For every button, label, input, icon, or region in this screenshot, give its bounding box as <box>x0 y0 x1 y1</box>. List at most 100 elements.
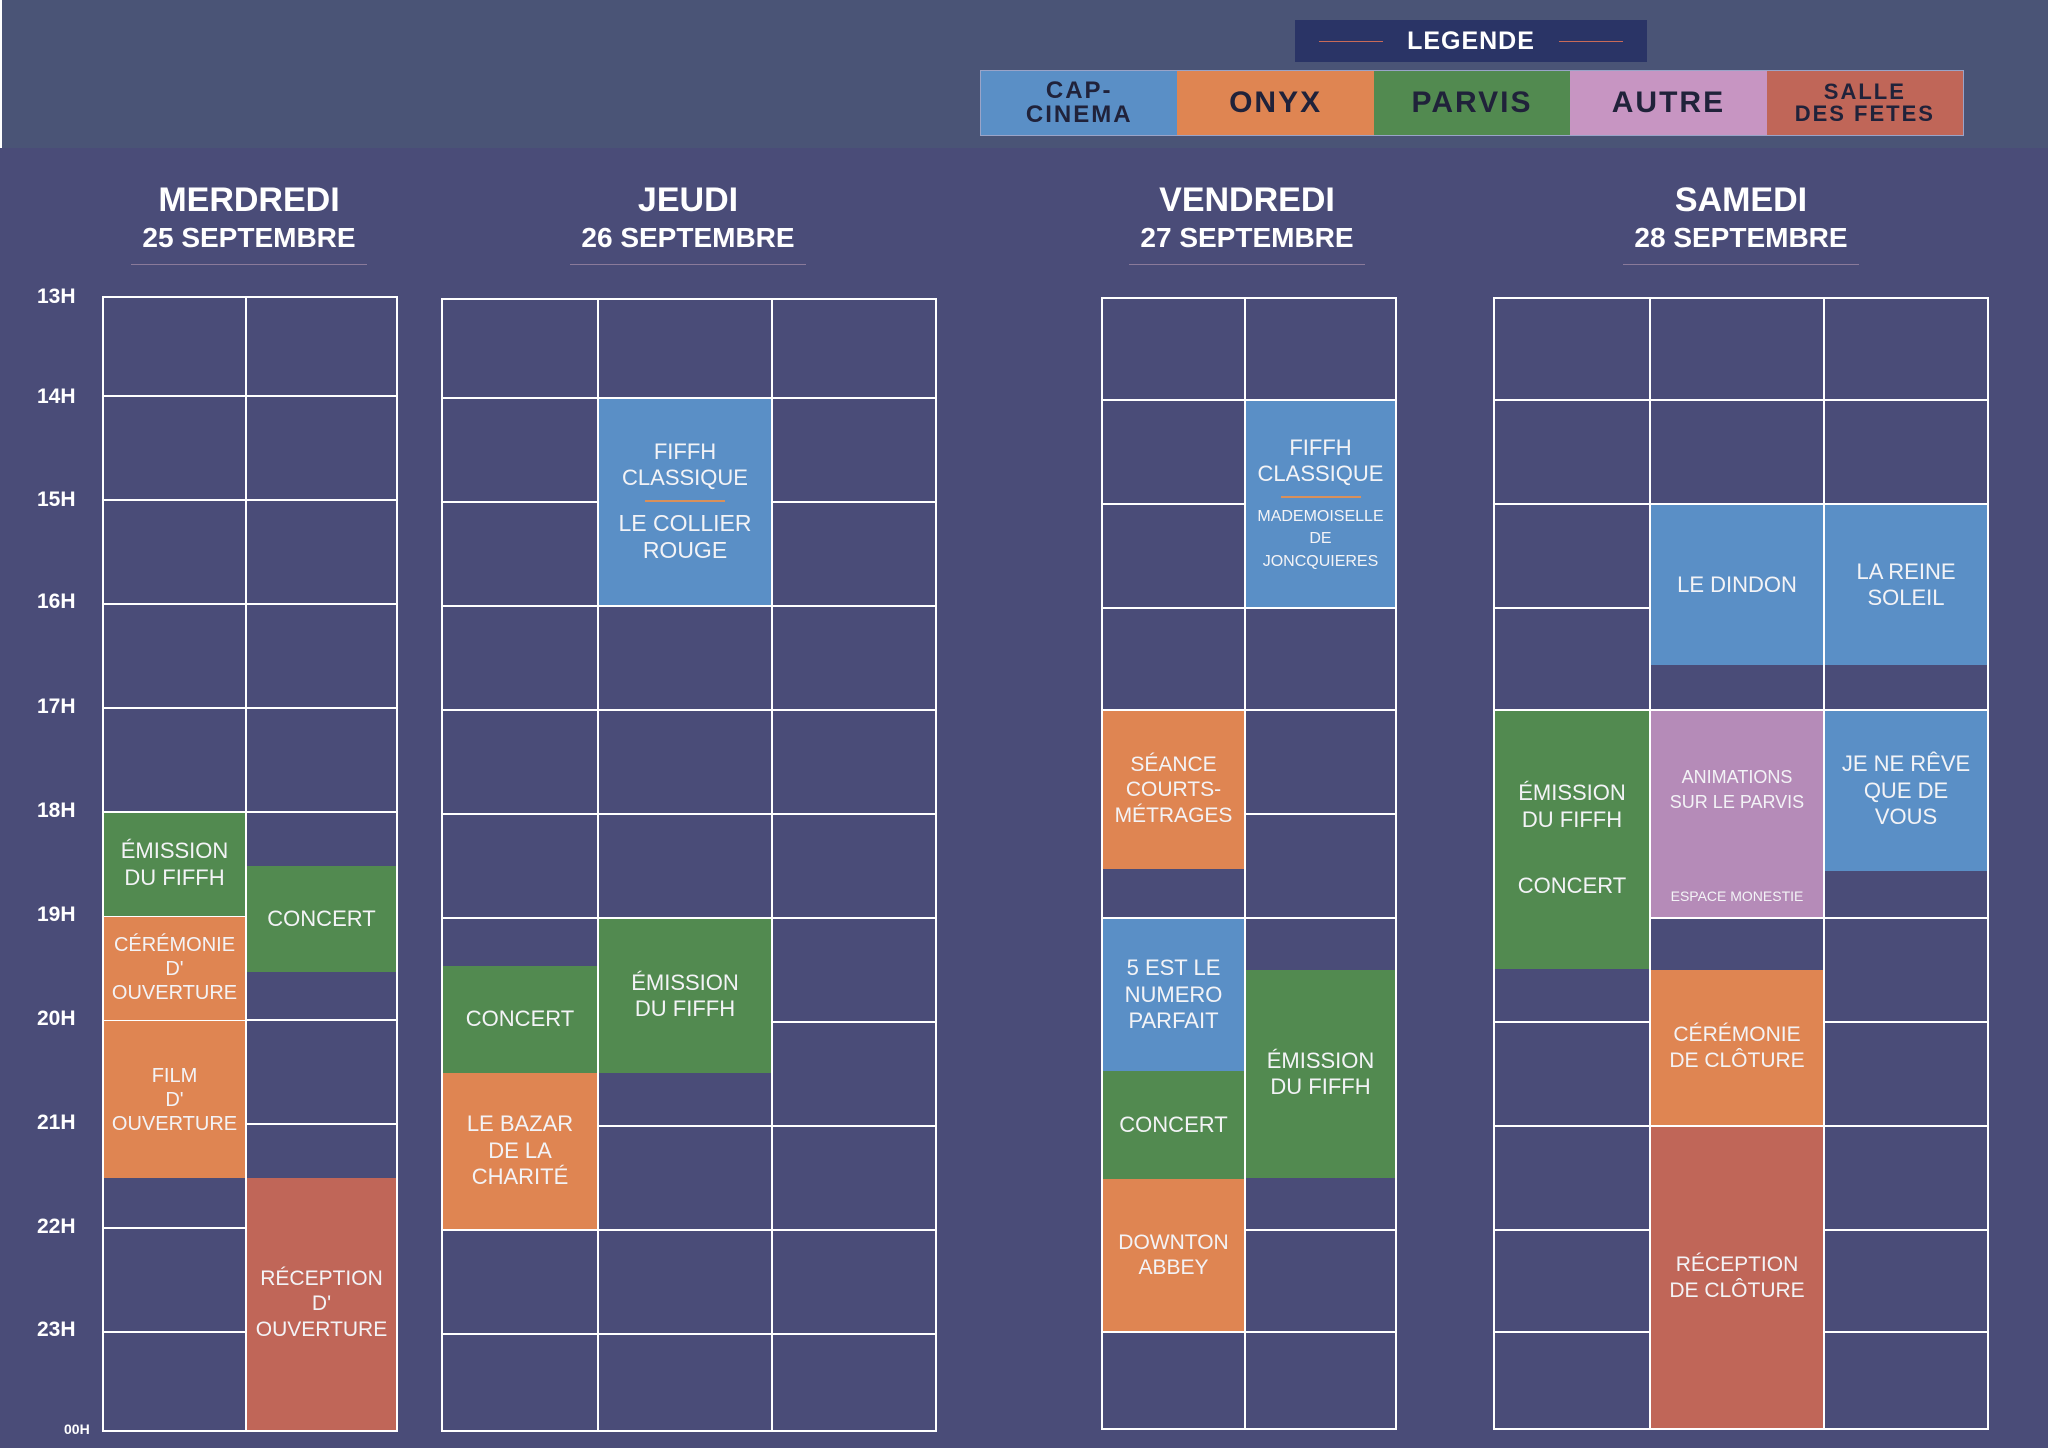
grid-row-line <box>1493 1125 1989 1127</box>
grid-row-line <box>441 1333 937 1335</box>
event-concert: CONCERT <box>1103 1071 1244 1179</box>
event-seance-courts-metrages: SÉANCE COURTS- MÉTRAGES <box>1103 711 1244 869</box>
legend-title-line-left <box>1319 40 1384 42</box>
grid-row-line <box>441 397 937 399</box>
grid-row-line <box>1493 917 1989 919</box>
event-location: ESPACE MONESTIE <box>1670 888 1804 905</box>
event-film: MADEMOISELLE DE JONCQUIERES <box>1257 507 1384 570</box>
grid-row-line <box>1493 503 1989 505</box>
event-title: FIFFH CLASSIQUE <box>622 439 748 491</box>
event-emission-fiffh: ÉMISSION DU FIFFH <box>599 919 771 1073</box>
grid-row-line <box>102 603 398 605</box>
event-downton-abbey: DOWNTON ABBEY <box>1103 1179 1244 1331</box>
grid-row-line <box>102 499 398 501</box>
grid-row-line <box>1101 607 1397 609</box>
grid-row-line <box>441 813 937 815</box>
schedule-grid-samedi <box>1493 297 1989 1430</box>
event-ceremonie-ouverture: CÉRÉMONIE D' OUVERTURE <box>104 917 245 1020</box>
day-date: 25 SEPTEMBRE <box>142 221 356 253</box>
hour-label: 15H <box>37 488 76 511</box>
day-name: SAMEDI <box>1674 181 1808 219</box>
event-reception-ouverture: RÉCEPTION D' OUVERTURE <box>247 1178 396 1430</box>
event-title: ÉMISSION DU FIFFH <box>1518 780 1626 832</box>
legend-title: LEGENDE <box>1295 20 1647 62</box>
hour-label: 16H <box>37 590 76 613</box>
event-title: ANIMATIONS SUR LE PARVIS <box>1669 767 1805 813</box>
legend-cap-cinema: CAP- CINEMA <box>981 71 1178 135</box>
hour-label: 21H <box>37 1111 76 1134</box>
grid-col-line <box>1649 297 1651 1430</box>
grid-col-line <box>1823 297 1825 1430</box>
grid-row-line <box>102 1123 398 1125</box>
hour-label: 13H <box>37 285 76 308</box>
event-separator <box>1280 495 1361 498</box>
event-emission-fiffh: ÉMISSION DU FIFFH <box>1246 970 1395 1178</box>
hour-label: 17H <box>37 695 76 718</box>
day-title-samedi: SAMEDI 28 SEPTEMBRE <box>1620 180 1862 266</box>
event-film: LE COLLIER ROUGE <box>618 509 752 564</box>
day-name: JEUDI <box>637 181 739 219</box>
event-5-est-le-numero-parfait: 5 EST LE NUMERO PARFAIT <box>1103 919 1244 1071</box>
grid-row-line <box>441 917 937 919</box>
grid-row-line <box>441 1125 937 1127</box>
day-name: VENDREDI <box>1159 181 1335 219</box>
grid-col-line <box>1244 297 1246 1430</box>
grid-row-line <box>1101 1229 1397 1231</box>
grid-row-line <box>1101 813 1397 815</box>
grid-row-line <box>1493 709 1989 711</box>
event-fiffh-classique: FIFFH CLASSIQUE LE COLLIER ROUGE <box>599 399 771 605</box>
day-name: MERDREDI <box>158 181 340 219</box>
legend-autre: AUTRE <box>1570 71 1767 135</box>
event-concert: CONCERT <box>247 866 396 972</box>
grid-col-line <box>771 298 773 1432</box>
event-subtitle: CONCERT <box>1517 873 1627 899</box>
event-concert: CONCERT <box>443 966 597 1073</box>
event-fiffh-classique: FIFFH CLASSIQUE MADEMOISELLE DE JONCQUIE… <box>1246 401 1395 607</box>
grid-row-line <box>441 605 937 607</box>
schedule-grid-jeudi <box>441 298 937 1432</box>
grid-row-line <box>102 1019 398 1021</box>
day-underline <box>131 264 367 266</box>
grid-row-line <box>1101 1331 1397 1333</box>
grid-row-line <box>441 709 937 711</box>
day-date: 27 SEPTEMBRE <box>1140 221 1354 253</box>
event-la-reine-soleil: LA REINE SOLEIL <box>1825 505 1987 665</box>
grid-row-line <box>102 707 398 709</box>
legend-salle-des-fetes: SALLE DES FETES <box>1766 71 1964 135</box>
day-underline <box>1129 264 1365 266</box>
grid-col-line <box>597 298 599 1432</box>
grid-col-line <box>245 296 247 1432</box>
event-separator <box>645 499 725 502</box>
day-date: 26 SEPTEMBRE <box>581 221 795 253</box>
legend-title-text: LEGENDE <box>1407 26 1535 55</box>
hour-label: 20H <box>37 1007 76 1030</box>
event-le-bazar-de-la-charite: LE BAZAR DE LA CHARITÉ <box>443 1073 597 1229</box>
schedule-grid-mercredi <box>102 296 398 1432</box>
day-date: 28 SEPTEMBRE <box>1634 221 1848 253</box>
day-underline <box>570 264 806 266</box>
schedule-grid-vendredi <box>1101 297 1397 1430</box>
legend-onyx: ONYX <box>1177 71 1374 135</box>
grid-row-line <box>102 811 398 813</box>
event-je-ne-reve-que-de-vous: JE NE RÊVE QUE DE VOUS <box>1825 711 1987 871</box>
day-underline <box>1623 264 1859 266</box>
hour-label: 18H <box>37 799 76 822</box>
grid-row-line <box>102 395 398 397</box>
event-le-dindon: LE DINDON <box>1651 505 1823 665</box>
event-emission-concert: ÉMISSION DU FIFFH CONCERT <box>1495 711 1649 969</box>
event-animations-parvis: ANIMATIONS SUR LE PARVIS ESPACE MONESTIE <box>1651 711 1823 917</box>
day-title-vendredi: VENDREDI 27 SEPTEMBRE <box>1126 180 1368 266</box>
grid-row-line <box>1101 399 1397 401</box>
legend-parvis: PARVIS <box>1373 71 1571 135</box>
day-title-mercredi: MERDREDI 25 SEPTEMBRE <box>128 180 370 266</box>
grid-row-line <box>1101 917 1397 919</box>
event-title: FIFFH CLASSIQUE <box>1257 435 1384 487</box>
header-edge <box>0 0 2 148</box>
event-ceremonie-cloture: CÉRÉMONIE DE CLÔTURE <box>1651 970 1823 1125</box>
hour-label: 23H <box>37 1318 76 1341</box>
day-title-jeudi: JEUDI 26 SEPTEMBRE <box>567 180 809 266</box>
event-emission-fiffh: ÉMISSION DU FIFFH <box>104 813 245 916</box>
hour-label: 19H <box>37 903 76 926</box>
event-film-ouverture: FILM D' OUVERTURE <box>104 1021 245 1178</box>
hour-label: 14H <box>37 385 76 408</box>
